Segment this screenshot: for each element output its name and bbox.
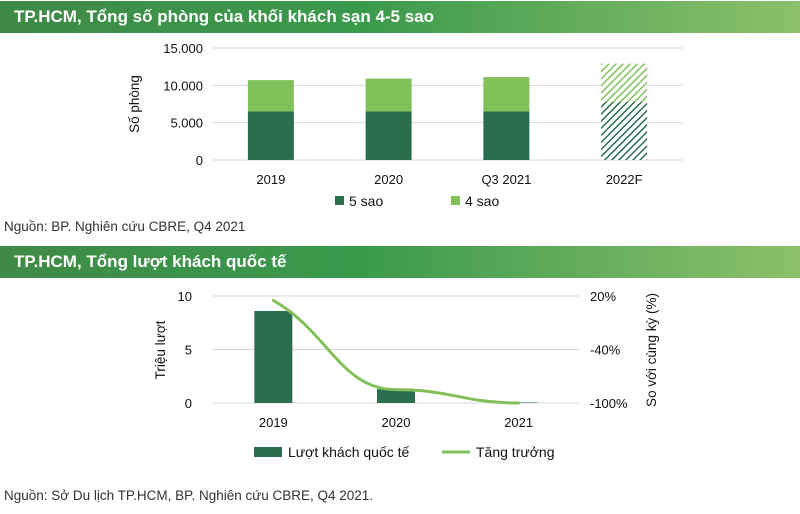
chart1-y-axis-title: Số phòng	[127, 75, 142, 133]
chart1-title-banner: TP.HCM, Tổng số phòng của khối khách sạn…	[0, 1, 800, 33]
chart1-bar-4-sao-2019	[247, 80, 294, 112]
chart1-bar-5-sao-q3-2021	[483, 111, 530, 160]
legend-swatch-visitors	[254, 447, 282, 457]
chart2-y-right-tick-label: -100%	[590, 396, 628, 411]
chart2-y-left-tick-label: 0	[185, 396, 192, 411]
legend-label-growth: Tăng trưởng	[476, 444, 554, 460]
legend-label-4-sao: 4 sao	[465, 193, 499, 209]
legend-label-5-sao: 5 sao	[349, 193, 383, 209]
chart1-x-tick-label: 2019	[256, 172, 285, 187]
legend-swatch-5-sao	[335, 196, 344, 205]
chart1-x-tick-label: Q3 2021	[481, 172, 531, 187]
chart2-bar-visitors-2020	[377, 389, 415, 403]
chart2-title-banner: TP.HCM, Tổng lượt khách quốc tế	[0, 246, 800, 278]
chart2-visitors-combo: 0 -100% 5 -40% 10 20% Triệu lượt So với cùng …	[153, 289, 659, 460]
chart1-y-tick-label: 5.000	[170, 116, 203, 131]
chart2-y-right-tick-label: 20%	[590, 289, 616, 304]
chart2-x-tick-label: 2020	[382, 415, 411, 430]
chart1-y-tick-label: 10.000	[163, 78, 203, 93]
chart1-bar-4-sao-q3-2021	[483, 77, 530, 112]
chart1-legend: 5 sao 4 sao	[335, 193, 499, 209]
chart1-x-tick-label: 2020	[374, 172, 403, 187]
legend-label-visitors: Lượt khách quốc tế	[288, 444, 410, 460]
chart1-bar-4-sao-2020	[365, 78, 412, 112]
chart2-title: TP.HCM, Tổng lượt khách quốc tế	[14, 252, 287, 271]
chart1-bar-4-sao-2022f	[601, 63, 648, 102]
chart2-y-right-tick-label: -40%	[590, 343, 621, 358]
chart1-bar-5-sao-2022f	[601, 101, 648, 160]
chart1-x-tick-label: 2022F	[606, 172, 643, 187]
chart2-legend: Lượt khách quốc tế Tăng trưởng	[254, 444, 554, 460]
chart1-y-tick-label: 15.000	[163, 41, 203, 56]
chart2-y-axis-right-title: So với cùng kỳ (%)	[644, 293, 659, 407]
chart1-y-tick-label: 0	[196, 153, 203, 168]
chart2-source-note: Nguồn: Sở Du lịch TP.HCM, BP. Nghiên cứu…	[4, 488, 374, 503]
chart2-growth-line	[271, 298, 521, 405]
chart1-source-note: Nguồn: BP. Nghiên cứu CBRE, Q4 2021	[4, 219, 246, 234]
chart1-bar-5-sao-2019	[247, 111, 294, 160]
chart2-y-left-tick-label: 5	[185, 343, 192, 358]
chart2-bar-visitors-2019	[254, 310, 293, 403]
chart2-y-left-tick-label: 10	[178, 289, 192, 304]
chart1-title: TP.HCM, Tổng số phòng của khối khách sạn…	[14, 7, 435, 26]
legend-swatch-4-sao	[451, 196, 460, 205]
chart2-y-axis-left-title: Triệu lượt	[153, 320, 168, 379]
chart1-bar-5-sao-2020	[365, 111, 412, 160]
chart1-rooms-stacked-bar: 0 5.000 10.000 15.000 Số phòng 2019 2020 Q3 2…	[127, 41, 683, 209]
chart2-x-tick-label: 2019	[259, 415, 288, 430]
chart2-x-tick-label: 2021	[504, 415, 533, 430]
